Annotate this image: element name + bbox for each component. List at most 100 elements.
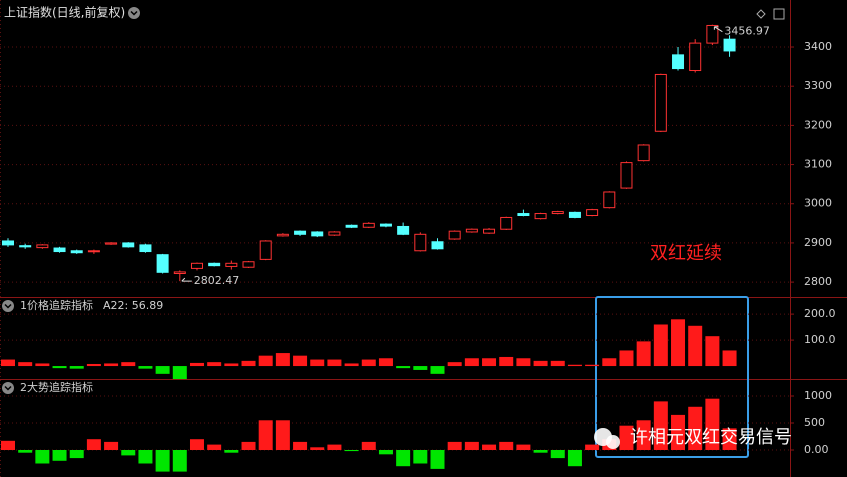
y-tick-label: 3400 (804, 40, 832, 53)
bar (327, 359, 342, 367)
candle-body (225, 262, 238, 267)
bar (396, 449, 411, 467)
indicator-title: 2大势追踪指标 (20, 380, 93, 394)
candle-body (414, 233, 427, 252)
bar (567, 449, 582, 467)
candle-body (465, 228, 478, 233)
candle-body (723, 38, 736, 52)
bar (310, 447, 325, 450)
bar (344, 449, 359, 452)
candle-body (208, 262, 221, 267)
y-tick-label: 2900 (804, 236, 832, 249)
bar (585, 364, 600, 367)
bar (671, 414, 686, 450)
y-tick-label: 200.0 (804, 307, 836, 320)
bar (447, 441, 462, 450)
candle-body (173, 271, 186, 274)
bar (636, 420, 651, 450)
bar (52, 449, 67, 461)
candle-body (105, 242, 118, 245)
candle-body (706, 24, 719, 44)
candle-body (294, 230, 307, 235)
bar (121, 449, 136, 456)
bar (258, 355, 273, 367)
panel-menu[interactable] (2, 300, 14, 312)
candle-body (517, 213, 530, 217)
bar (516, 358, 531, 367)
watermark-icon (606, 435, 620, 449)
bar (653, 401, 668, 450)
y-tick-label: 500 (804, 416, 825, 429)
bar (533, 360, 548, 367)
bar (688, 325, 703, 367)
bar (104, 363, 119, 367)
bar (1, 440, 15, 450)
bar (224, 363, 239, 367)
bar (310, 359, 325, 367)
y-tick-label: 3100 (804, 158, 832, 171)
bar (207, 362, 222, 367)
candle-body (620, 162, 633, 189)
candle-body (345, 224, 358, 228)
highlight-box (595, 296, 749, 458)
high-label: 3456.97 (724, 25, 770, 38)
bar (293, 355, 308, 367)
bar (69, 366, 84, 369)
bar (482, 358, 497, 367)
candle-body (379, 223, 392, 227)
bar (155, 449, 170, 472)
bar (86, 363, 101, 367)
candle-body (362, 222, 375, 228)
bar (189, 439, 204, 450)
bar (653, 324, 668, 367)
candle-body (156, 254, 169, 273)
bar (482, 444, 497, 450)
bar (464, 358, 479, 367)
chart-title: 上证指数(日线,前复权) (4, 5, 125, 20)
bar (207, 444, 222, 450)
bar (722, 428, 737, 450)
candle-body (36, 244, 49, 249)
bar (671, 319, 686, 367)
bar (138, 449, 153, 464)
candle-body (689, 42, 702, 72)
bar (464, 441, 479, 450)
arrow (181, 277, 192, 282)
settings-icon[interactable] (756, 9, 766, 19)
panel-menu[interactable] (2, 382, 14, 394)
candle-body (603, 191, 616, 209)
bar (619, 425, 634, 450)
candle-body (551, 211, 564, 215)
bar (705, 336, 720, 367)
watermark: 许相元双红交易信号 (594, 427, 792, 449)
bar (69, 449, 84, 459)
bar (224, 449, 239, 453)
candle-body (19, 245, 32, 248)
y-tick-label: 3000 (804, 197, 832, 210)
candle-body (311, 231, 324, 237)
bar (378, 449, 393, 455)
candle-body (242, 261, 255, 268)
bar (327, 444, 342, 450)
bar (550, 449, 565, 459)
bar (18, 449, 33, 453)
candle-body (70, 250, 83, 254)
bar (18, 362, 33, 367)
bar (172, 449, 187, 472)
candle-body (448, 230, 461, 240)
panel-menu[interactable] (128, 7, 140, 19)
candle-body (568, 211, 581, 218)
bar (189, 362, 204, 367)
indicator-title: 1价格追踪指标 (20, 298, 93, 312)
candle-body (53, 247, 66, 253)
watermark-text: 许相元双红交易信号 (630, 427, 792, 448)
candle-body (2, 240, 14, 246)
bar (241, 441, 256, 450)
bar (35, 363, 50, 367)
low-label: 2802.47 (194, 274, 240, 287)
window-icon[interactable] (773, 8, 785, 20)
candle-body (122, 242, 135, 248)
annotation: 双红延续 (650, 243, 722, 264)
bar (567, 364, 582, 367)
